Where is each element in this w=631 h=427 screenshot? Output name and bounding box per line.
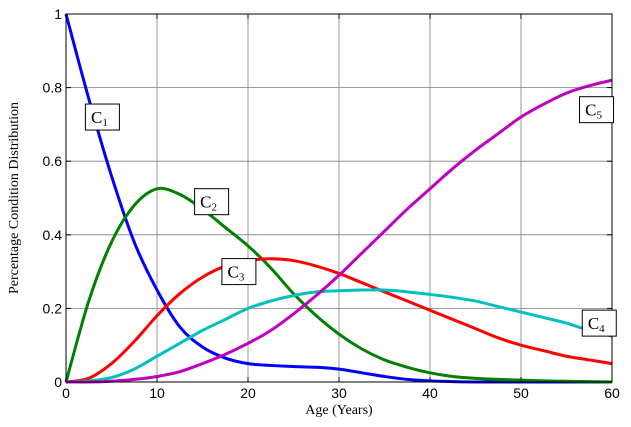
curve-label-text: C4 [588, 314, 605, 335]
curve-label-box [84, 103, 120, 131]
x-tick-label: 10 [149, 385, 165, 401]
curve-label-c1: C1 [84, 103, 120, 131]
x-tick-label: 50 [513, 385, 529, 401]
curve-label-box [579, 96, 615, 124]
y-tick-label: 1 [54, 6, 62, 22]
x-tick-label: 40 [422, 385, 438, 401]
y-tick-label: 0.6 [43, 153, 63, 169]
curve-label-c3: C3 [221, 258, 257, 286]
grid-lines [66, 14, 612, 382]
curve-label-c4: C4 [581, 309, 617, 337]
x-tick-label: 20 [240, 385, 256, 401]
curve-label-box [581, 309, 617, 337]
curve-label-text: C2 [200, 193, 217, 214]
y-tick-label: 0.4 [43, 227, 63, 243]
axis-ticks: 0 10 20 30 40 50 60 0 0.2 0.4 0.6 0.8 1 [43, 6, 620, 401]
series-line-c5 [65, 78, 613, 384]
y-tick-label: 0 [54, 374, 62, 390]
x-tick-label: 0 [62, 385, 70, 401]
curve-label-text: C3 [227, 263, 244, 284]
curve-labels: C1 C2 C3 C4 C5 [84, 96, 617, 337]
curve-label-box [194, 188, 230, 216]
curve-label-c5: C5 [579, 96, 615, 124]
x-tick-label: 60 [604, 385, 620, 401]
x-tick-label: 30 [331, 385, 347, 401]
y-tick-label: 0.2 [43, 300, 63, 316]
y-tick-label: 0.8 [43, 80, 63, 96]
curve-label-box [221, 258, 257, 286]
curve-label-text: C1 [91, 108, 108, 129]
curve-label-c2: C2 [194, 188, 230, 216]
curve-label-text: C5 [585, 101, 602, 122]
x-axis-title: Age (Years) [305, 403, 373, 418]
series-line-c4 [65, 288, 613, 384]
y-axis-title: Percentage Condition Distribution [7, 102, 22, 294]
